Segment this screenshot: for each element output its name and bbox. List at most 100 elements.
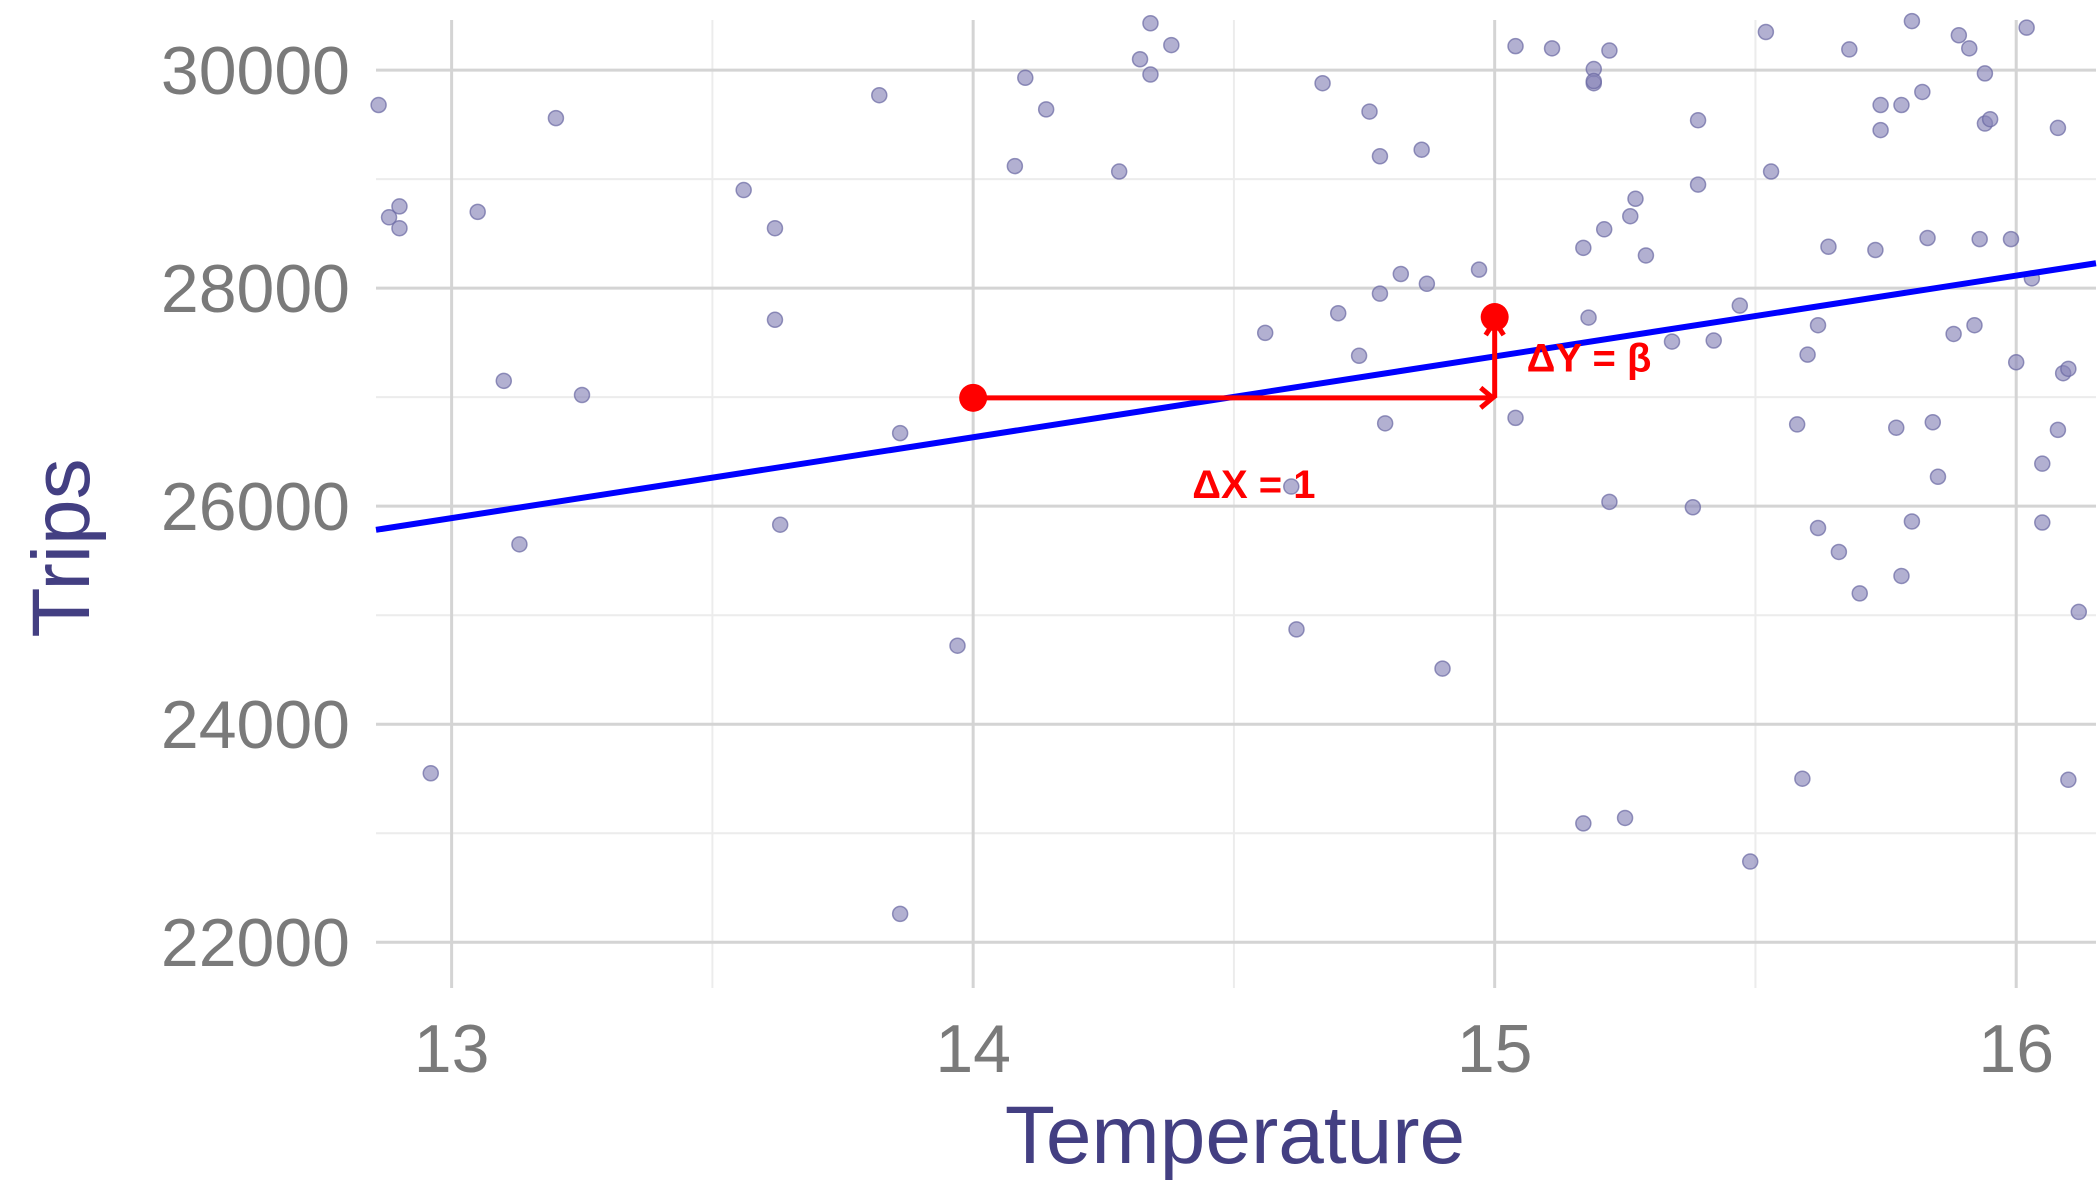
data-point xyxy=(2049,421,2067,439)
data-point xyxy=(1684,499,1702,516)
data-point xyxy=(1434,660,1451,677)
data-point xyxy=(1376,415,1394,432)
x-tick-labels: 13 14 15 16 xyxy=(414,1011,2054,1087)
data-point xyxy=(1131,50,1149,68)
x-tick-label: 13 xyxy=(414,1011,490,1087)
data-point xyxy=(1705,332,1722,349)
delta-x-label: ΔX = 1 xyxy=(1192,463,1315,507)
data-point xyxy=(2007,354,2025,371)
data-point xyxy=(2060,771,2077,789)
data-point xyxy=(1903,513,1921,530)
data-point xyxy=(1929,468,1947,485)
data-point xyxy=(1893,96,1910,114)
data-point xyxy=(891,424,909,442)
data-point xyxy=(735,181,752,199)
data-point xyxy=(1601,42,1618,59)
data-point xyxy=(1637,247,1655,264)
data-point xyxy=(1914,83,1931,101)
data-point xyxy=(766,311,784,329)
data-point xyxy=(949,637,966,654)
data-point xyxy=(871,86,888,104)
data-point xyxy=(1961,40,1978,57)
data-point xyxy=(1903,12,1921,30)
x-tick-label: 14 xyxy=(935,1011,1011,1087)
x-axis-title: Temperature xyxy=(1005,1090,1465,1181)
data-point xyxy=(2034,514,2051,531)
delta-y-label: ΔY = β xyxy=(1527,336,1652,380)
data-point xyxy=(1595,221,1613,238)
data-point xyxy=(1663,333,1681,350)
data-point xyxy=(1575,815,1592,832)
data-point xyxy=(1163,36,1180,54)
data-point xyxy=(2070,603,2088,621)
data-point xyxy=(1601,493,1618,511)
data-point xyxy=(1830,543,1848,561)
data-point xyxy=(1142,15,1159,32)
data-point xyxy=(1350,347,1368,364)
data-point xyxy=(1950,27,1968,44)
point-b-marker xyxy=(1480,303,1509,332)
data-point xyxy=(1893,567,1910,585)
data-point xyxy=(2049,119,2067,137)
data-point xyxy=(1841,41,1858,58)
y-axis-title: Trips xyxy=(16,458,107,637)
y-tick-label: 24000 xyxy=(161,687,350,763)
data-point xyxy=(1872,96,1889,114)
data-point xyxy=(1288,621,1305,638)
data-point xyxy=(1924,413,1942,431)
data-point xyxy=(1981,110,1999,128)
data-point xyxy=(1851,585,1868,602)
data-point xyxy=(1689,176,1707,193)
data-point xyxy=(1580,309,1597,326)
y-tick-label: 30000 xyxy=(161,33,350,109)
data-point xyxy=(1976,65,1994,82)
data-point xyxy=(1919,229,1936,247)
data-point xyxy=(1110,163,1128,180)
data-point xyxy=(1809,519,1827,537)
data-point xyxy=(1371,148,1389,165)
point-a-marker xyxy=(959,383,988,412)
data-point xyxy=(1820,238,1837,255)
data-point xyxy=(1731,297,1749,314)
data-point xyxy=(469,203,486,221)
data-point xyxy=(511,536,528,553)
y-tick-label: 22000 xyxy=(161,905,350,981)
data-point xyxy=(1799,346,1816,363)
data-point xyxy=(771,516,789,533)
data-point xyxy=(1413,141,1430,158)
data-point xyxy=(891,905,909,923)
data-point xyxy=(391,219,408,237)
x-tick-label: 16 xyxy=(1978,1011,2054,1087)
data-point xyxy=(1142,66,1159,83)
data-point xyxy=(1507,409,1524,427)
data-point xyxy=(2018,19,2035,36)
data-point xyxy=(1741,853,1759,870)
data-point xyxy=(1037,101,1055,118)
data-point xyxy=(1627,190,1644,208)
data-point xyxy=(495,372,513,390)
data-point xyxy=(1283,478,1300,495)
data-point xyxy=(1543,40,1561,57)
data-point xyxy=(2034,455,2051,472)
y-tick-label: 26000 xyxy=(161,469,350,545)
data-point xyxy=(391,198,408,215)
data-point xyxy=(1256,324,1274,342)
x-tick-label: 15 xyxy=(1457,1011,1533,1087)
data-point xyxy=(1329,304,1347,322)
data-point xyxy=(1872,121,1889,139)
y-tick-labels: 22000 24000 26000 28000 30000 xyxy=(161,33,350,981)
data-point xyxy=(1361,103,1378,120)
data-point xyxy=(1418,275,1436,293)
data-point xyxy=(1017,69,1034,87)
data-point xyxy=(1371,285,1389,302)
data-point xyxy=(1794,770,1811,787)
data-point xyxy=(1809,316,1827,334)
data-point xyxy=(1788,416,1806,433)
slope-annotation: ΔX = 1 ΔY = β xyxy=(959,303,1651,507)
data-point xyxy=(1762,163,1780,180)
data-point xyxy=(1314,74,1331,92)
data-point xyxy=(2060,360,2077,378)
data-point xyxy=(422,765,440,782)
data-point xyxy=(1689,112,1707,129)
data-point xyxy=(1006,157,1024,175)
